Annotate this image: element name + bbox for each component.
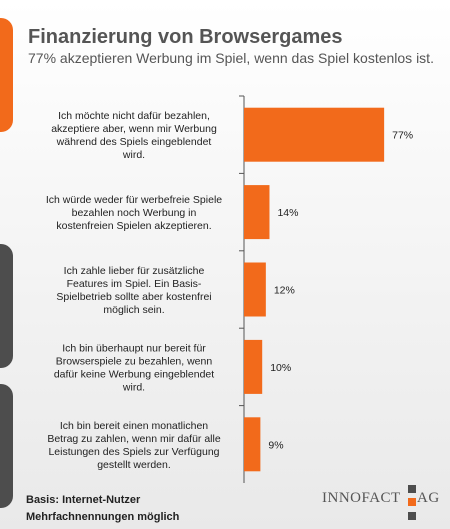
category-label-line: dafür keine Werbung eingeblendet [54, 368, 214, 380]
category-label-line: Leistungen des Spiels zur Verfügung [48, 446, 219, 458]
orange-side-tab [0, 18, 13, 132]
category-label-line: Features im Spiel. Ein Basis- [67, 278, 202, 290]
category-label-4: Ich bin überhaupt nur bereit für Browsers… [54, 342, 214, 393]
category-label-line: wird. [122, 381, 145, 393]
category-label-2: Ich würde weder für werbefreie Spiele bez… [46, 194, 222, 232]
category-label-line: bezahlen noch Werbung in [72, 207, 197, 219]
category-label-line: Betrag zu zahlen, wenn mir dafür alle [47, 433, 221, 445]
dark-side-tab-lower [0, 384, 13, 508]
logo-text-right: AG [417, 490, 440, 506]
dark-side-tab-upper [0, 244, 13, 368]
logo-square-middle [408, 498, 416, 506]
bar-2 [244, 185, 270, 240]
category-label-line: Ich zahle lieber für zusätzliche [64, 265, 205, 277]
bar-value-label-5: 9% [268, 439, 283, 451]
category-label-line: möglich sein. [103, 304, 164, 316]
bar-3 [244, 262, 266, 317]
innofact-logo: INNOFACT AG [322, 484, 444, 526]
bar-4 [244, 339, 263, 394]
chart-subtitle: 77% akzeptieren Werbung im Spiel, wenn d… [28, 50, 434, 66]
chart-title: Finanzierung von Browsergames [28, 26, 343, 48]
logo-text-left: INNOFACT [322, 490, 401, 506]
logo-square-top [408, 485, 416, 493]
category-label-line: Ich bin überhaupt nur bereit für [62, 342, 206, 354]
bar-value-label-3: 12% [274, 285, 295, 297]
category-label-line: akzeptiere aber, wenn mir Werbung [51, 123, 217, 135]
bar-value-label-1: 77% [392, 130, 413, 142]
bar-5 [244, 417, 261, 472]
category-label-line: Ich bin bereit einen monatlichen [60, 420, 208, 432]
category-label-1: Ich möchte nicht dafür bezahlen, akzeptie… [51, 110, 217, 161]
category-label-line: Spielbetrieb sollte aber kostenfrei [56, 291, 211, 303]
category-label-line: kostenfreien Spielen akzeptieren. [56, 220, 211, 232]
bar-value-label-2: 14% [277, 207, 298, 219]
category-label-5: Ich bin bereit einen monatlichen Betrag z… [47, 420, 221, 471]
footer-notes: Basis: Internet-Nutzer Mehrfachnennungen… [26, 492, 179, 526]
category-label-line: Ich würde weder für werbefreie Spiele [46, 194, 222, 206]
footer-basis: Basis: Internet-Nutzer [26, 494, 141, 506]
bar-value-label-4: 10% [270, 362, 291, 374]
category-label-line: während des Spiels eingeblendet [56, 136, 212, 148]
bar-1 [244, 107, 385, 162]
category-label-line: gestellt werden. [97, 459, 171, 471]
category-label-3: Ich zahle lieber für zusätzliche Features… [56, 265, 211, 316]
footer-note: Mehrfachnennungen möglich [26, 511, 180, 523]
category-label-line: Ich möchte nicht dafür bezahlen, [58, 110, 210, 122]
logo-square-bottom [408, 512, 416, 520]
category-label-line: wird. [122, 149, 145, 161]
category-label-line: Browserspiele zu bezahlen, wenn [56, 355, 213, 367]
